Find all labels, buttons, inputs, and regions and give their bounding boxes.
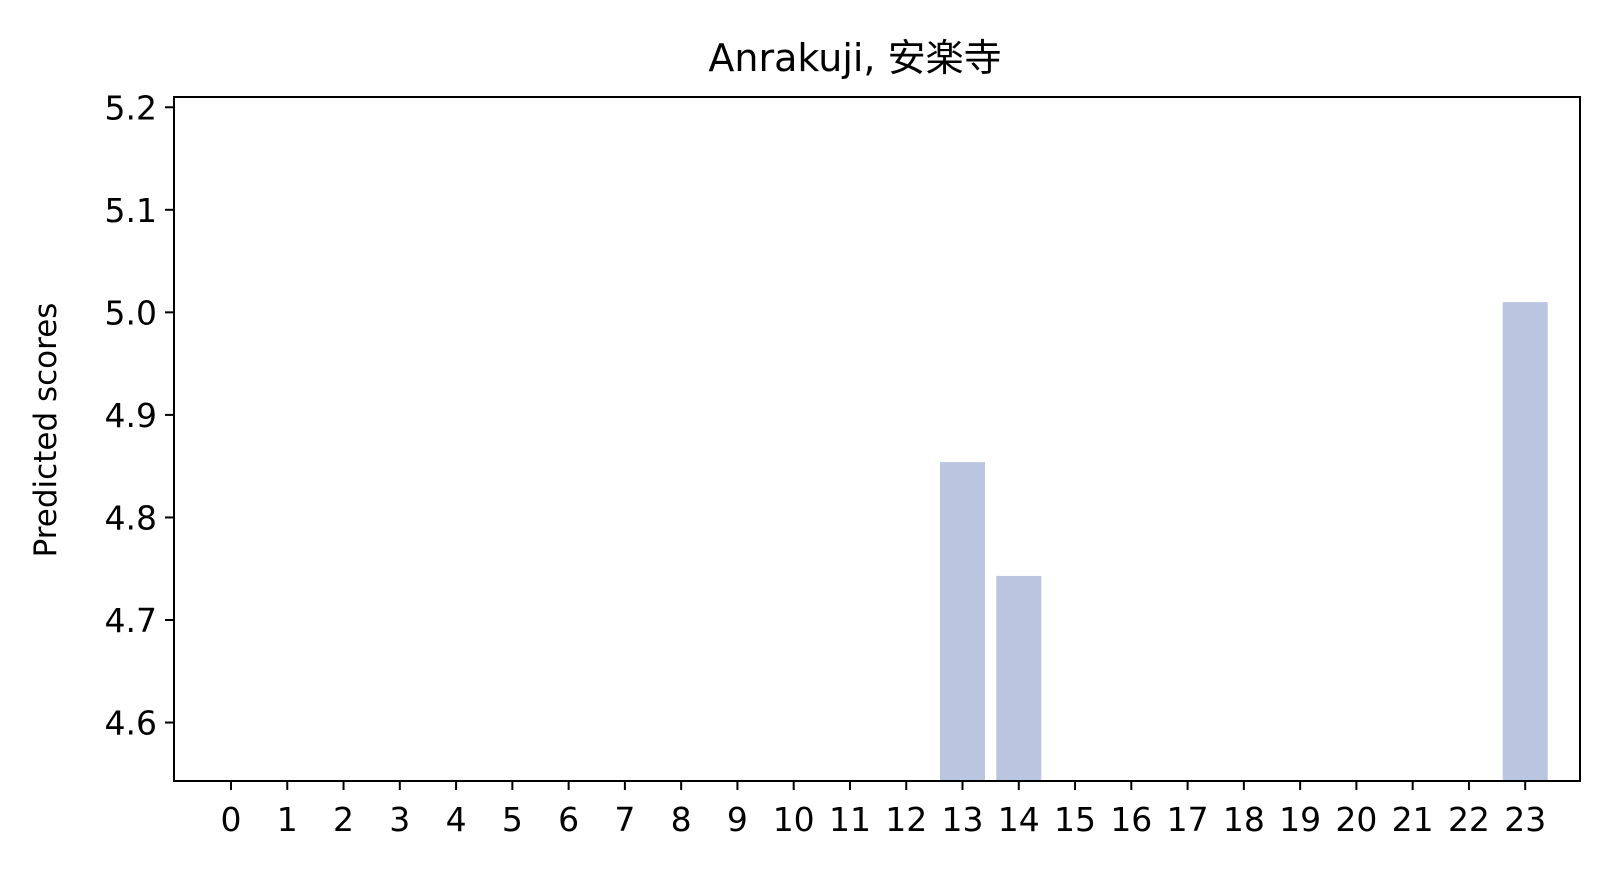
y-axis: 4.6 4.7 4.8 4.9 5.0 5.1 5.2	[105, 88, 174, 743]
x-tick-label: 22	[1448, 800, 1490, 839]
plot-frame	[173, 96, 1581, 782]
bar-13	[940, 462, 985, 781]
chart-title: Anrakuji, 安楽寺	[708, 36, 1001, 80]
x-tick-label: 9	[727, 800, 748, 839]
y-tick-label: 4.7	[105, 601, 157, 640]
x-tick-label: 23	[1504, 800, 1546, 839]
x-tick-label: 1	[277, 800, 298, 839]
x-tick-label: 4	[446, 800, 467, 839]
y-tick-label: 5.2	[105, 88, 157, 127]
x-tick-label: 8	[671, 800, 692, 839]
x-tick-label: 10	[773, 800, 815, 839]
x-tick-label: 6	[558, 800, 579, 839]
y-tick-label: 4.8	[105, 498, 157, 537]
bars-layer	[940, 302, 1548, 781]
x-tick-label: 2	[333, 800, 354, 839]
x-tick-label: 7	[614, 800, 635, 839]
x-tick-label: 18	[1223, 800, 1265, 839]
x-tick-label: 11	[829, 800, 871, 839]
x-tick-label: 13	[942, 800, 984, 839]
y-axis-label: Predicted scores	[28, 303, 64, 558]
x-tick-label: 21	[1392, 800, 1434, 839]
y-tick-label: 5.0	[105, 293, 157, 332]
x-tick-label: 12	[885, 800, 927, 839]
x-tick-label: 20	[1335, 800, 1377, 839]
y-tick-label: 5.1	[105, 191, 157, 230]
x-tick-label: 3	[389, 800, 410, 839]
x-tick-label: 0	[221, 800, 242, 839]
bar-14	[996, 575, 1042, 781]
x-tick-label: 16	[1110, 800, 1152, 839]
x-axis: 0 1 2 3 4 5 6 7 8 9 10 11 12 13 14 15 16 17 18 19 20 21 22 23	[221, 781, 1546, 839]
x-tick-label: 15	[1054, 800, 1096, 839]
bar-23	[1502, 302, 1548, 781]
x-tick-label: 5	[502, 800, 523, 839]
y-tick-label: 4.9	[105, 396, 157, 435]
x-tick-label: 17	[1167, 800, 1209, 839]
y-tick-label: 4.6	[105, 704, 157, 743]
x-tick-label: 14	[998, 800, 1040, 839]
x-tick-label: 19	[1279, 800, 1321, 839]
